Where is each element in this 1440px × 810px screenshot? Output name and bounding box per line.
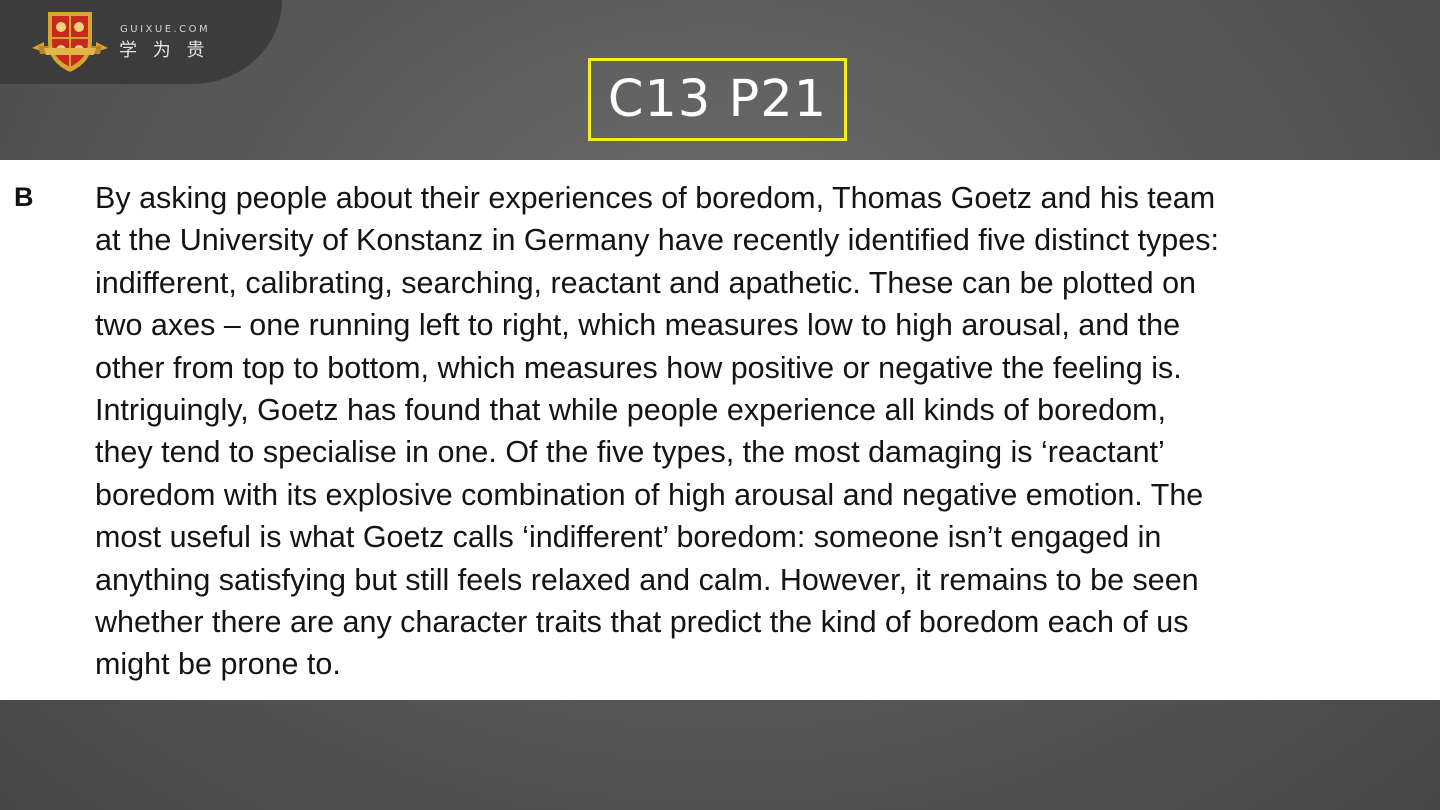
passage-panel: B By asking people about their experienc… [0,160,1440,700]
passage-line: By asking people about their experiences… [95,181,1216,215]
slide-title-box: C13 P21 [588,58,847,141]
brand-name-text: 学 为 贵 [119,40,210,61]
passage-line: Intriguingly, Goetz has found that while… [95,393,1166,428]
passage-line: two axes – one running left to right, wh… [95,308,1181,343]
passage-line: indifferent, calibrating, searching, rea… [95,265,1196,300]
passage-line: they tend to specialise in one. Of the f… [95,435,1165,470]
slide-title: C13 P21 [607,70,828,129]
passage-line: might be prone to. [95,647,341,682]
passage-line: at the University of Konstanz in Germany… [95,223,1219,258]
section-letter: B [14,182,34,212]
logo-area: GUIXUE.COM 学 为 贵 [0,0,282,84]
passage-line: anything satisfying but still feels rela… [95,562,1199,597]
passage-line: whether there are any character traits t… [95,605,1189,640]
passage-text: By asking people about their experiences… [95,177,1425,686]
passage-line: boredom with its explosive combination o… [95,477,1204,512]
passage-line: most useful is what Goetz calls ‘indiffe… [95,520,1162,555]
brand-site-text: GUIXUE.COM [120,24,211,35]
passage-line: other from top to bottom, which measures… [95,350,1182,385]
shield-crest-icon [32,12,108,72]
